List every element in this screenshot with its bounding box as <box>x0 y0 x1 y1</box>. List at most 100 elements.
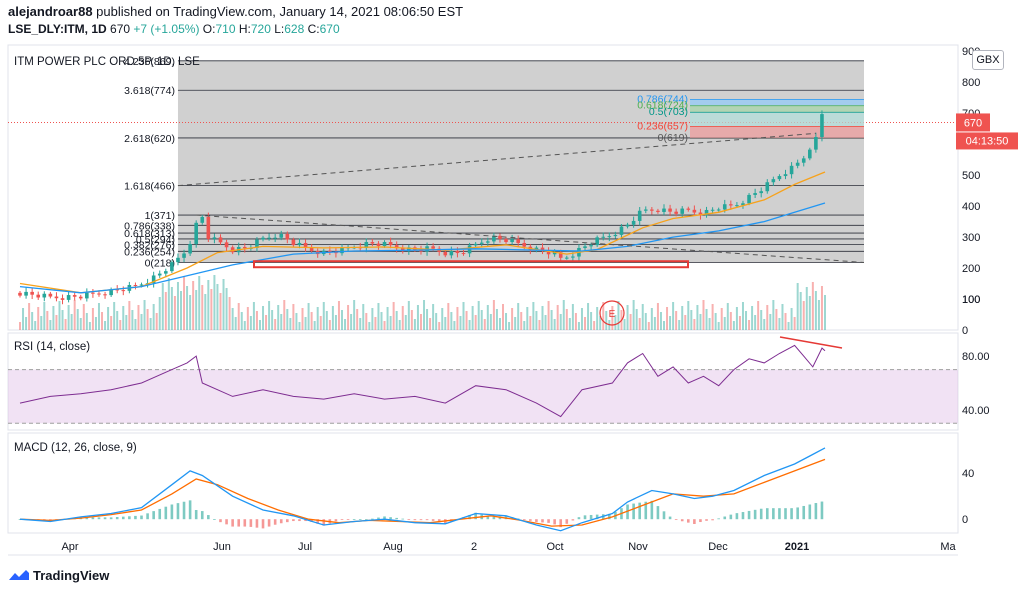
macd-hist-bar <box>267 519 271 527</box>
volume-bar <box>562 300 565 330</box>
volume-bar <box>268 301 271 330</box>
volume-bar <box>462 302 465 330</box>
macd-hist-bar <box>200 511 204 520</box>
candle-body <box>194 222 198 244</box>
price-tick: 300 <box>962 232 980 244</box>
volume-bar <box>544 315 547 330</box>
tradingview-brand[interactable]: TradingView <box>8 568 109 583</box>
volume-bar <box>720 308 723 330</box>
volume-bar <box>401 306 404 330</box>
volume-bar <box>325 311 328 330</box>
rsi-line <box>19 344 826 418</box>
volume-bar <box>167 278 170 330</box>
volume-bar <box>176 282 179 330</box>
volume-bar <box>474 315 477 330</box>
macd-hist-bar <box>802 505 806 520</box>
candle-body <box>364 242 369 248</box>
fib-recent-label: 0.618(724) <box>637 100 688 112</box>
volume-bar <box>34 321 37 330</box>
volume-bar <box>432 304 435 330</box>
volume-bar <box>599 316 602 330</box>
macd-hist-bar <box>310 519 313 522</box>
volume-bar <box>207 280 210 330</box>
volume-bar <box>729 312 732 330</box>
currency-button[interactable]: GBX <box>972 50 1004 70</box>
volume-bar <box>726 303 729 330</box>
volume-bar <box>316 307 319 330</box>
volume-bar <box>766 305 769 330</box>
volume-bar <box>413 319 416 330</box>
volume-bar <box>529 316 532 330</box>
candle-body <box>224 242 229 248</box>
volume-bar <box>808 296 811 330</box>
volume-bar <box>602 302 605 330</box>
price-tag-box <box>956 113 990 132</box>
candle-body <box>564 257 569 259</box>
volume-bar <box>723 317 726 330</box>
macd-hist-bar <box>668 516 672 520</box>
volume-bar <box>580 308 583 330</box>
volume-bar <box>183 277 186 330</box>
volume-bar <box>553 319 556 330</box>
candle-body <box>674 211 678 214</box>
volume-bar <box>295 313 298 330</box>
volume-bar <box>298 322 301 330</box>
volume-bar <box>517 303 520 330</box>
macd-hist-bar <box>632 503 635 520</box>
macd-hist-bar <box>486 516 490 520</box>
volume-bar <box>423 300 426 330</box>
macd-hist-bar <box>741 512 745 520</box>
macd-hist-bar <box>371 518 374 520</box>
macd-hist-bar <box>699 519 702 523</box>
macd-hist-bar <box>182 501 186 520</box>
volume-bar <box>526 307 529 330</box>
volume-bar <box>805 287 808 330</box>
volume-bar <box>811 282 814 330</box>
candle-body <box>212 237 217 239</box>
volume-bar <box>170 287 173 330</box>
candle-body <box>449 250 454 256</box>
volume-bar <box>614 315 617 330</box>
volume-bar <box>663 321 665 330</box>
volume-bar <box>699 314 702 330</box>
volume-bar <box>155 313 158 330</box>
earnings-marker: E <box>609 309 616 320</box>
macd-hist-bar <box>292 519 295 522</box>
candle-body <box>504 238 508 243</box>
volume-bar <box>426 309 429 330</box>
candle-body <box>394 245 399 249</box>
volume-bar <box>714 313 717 330</box>
candle-body <box>206 216 211 239</box>
candle-body <box>340 247 344 254</box>
volume-bar <box>441 308 444 330</box>
volume-bar <box>70 314 73 330</box>
volume-bar <box>735 307 738 330</box>
macd-hist-bar <box>796 507 799 520</box>
volume-bar <box>541 306 544 330</box>
volume-bar <box>79 318 82 330</box>
volume-bar <box>535 311 538 330</box>
candle-body <box>261 237 265 240</box>
candle-body <box>747 194 751 204</box>
volume-bar <box>246 307 249 330</box>
rsi-band <box>8 369 958 424</box>
macd-hist-bar <box>91 517 95 520</box>
candle-body <box>461 253 466 255</box>
macd-hist-bar <box>255 519 259 528</box>
volume-bar <box>359 318 362 330</box>
author-name[interactable]: alejandroar88 <box>8 4 93 19</box>
volume-bar <box>353 300 356 330</box>
volume-bar <box>392 302 395 330</box>
volume-bar <box>386 307 389 330</box>
volume-bar <box>450 312 453 330</box>
macd-hist-bar <box>565 519 569 524</box>
candle-body <box>303 242 308 248</box>
symbol-label[interactable]: LSE_DLY:ITM, 1D <box>8 22 107 36</box>
time-tick: 2 <box>471 541 477 553</box>
volume-bar <box>410 310 413 330</box>
volume-bar <box>653 317 656 330</box>
publish-text: published on TradingView.com, January 14… <box>96 4 464 19</box>
macd-hist-bar <box>626 504 629 520</box>
volume-bar <box>152 304 155 330</box>
